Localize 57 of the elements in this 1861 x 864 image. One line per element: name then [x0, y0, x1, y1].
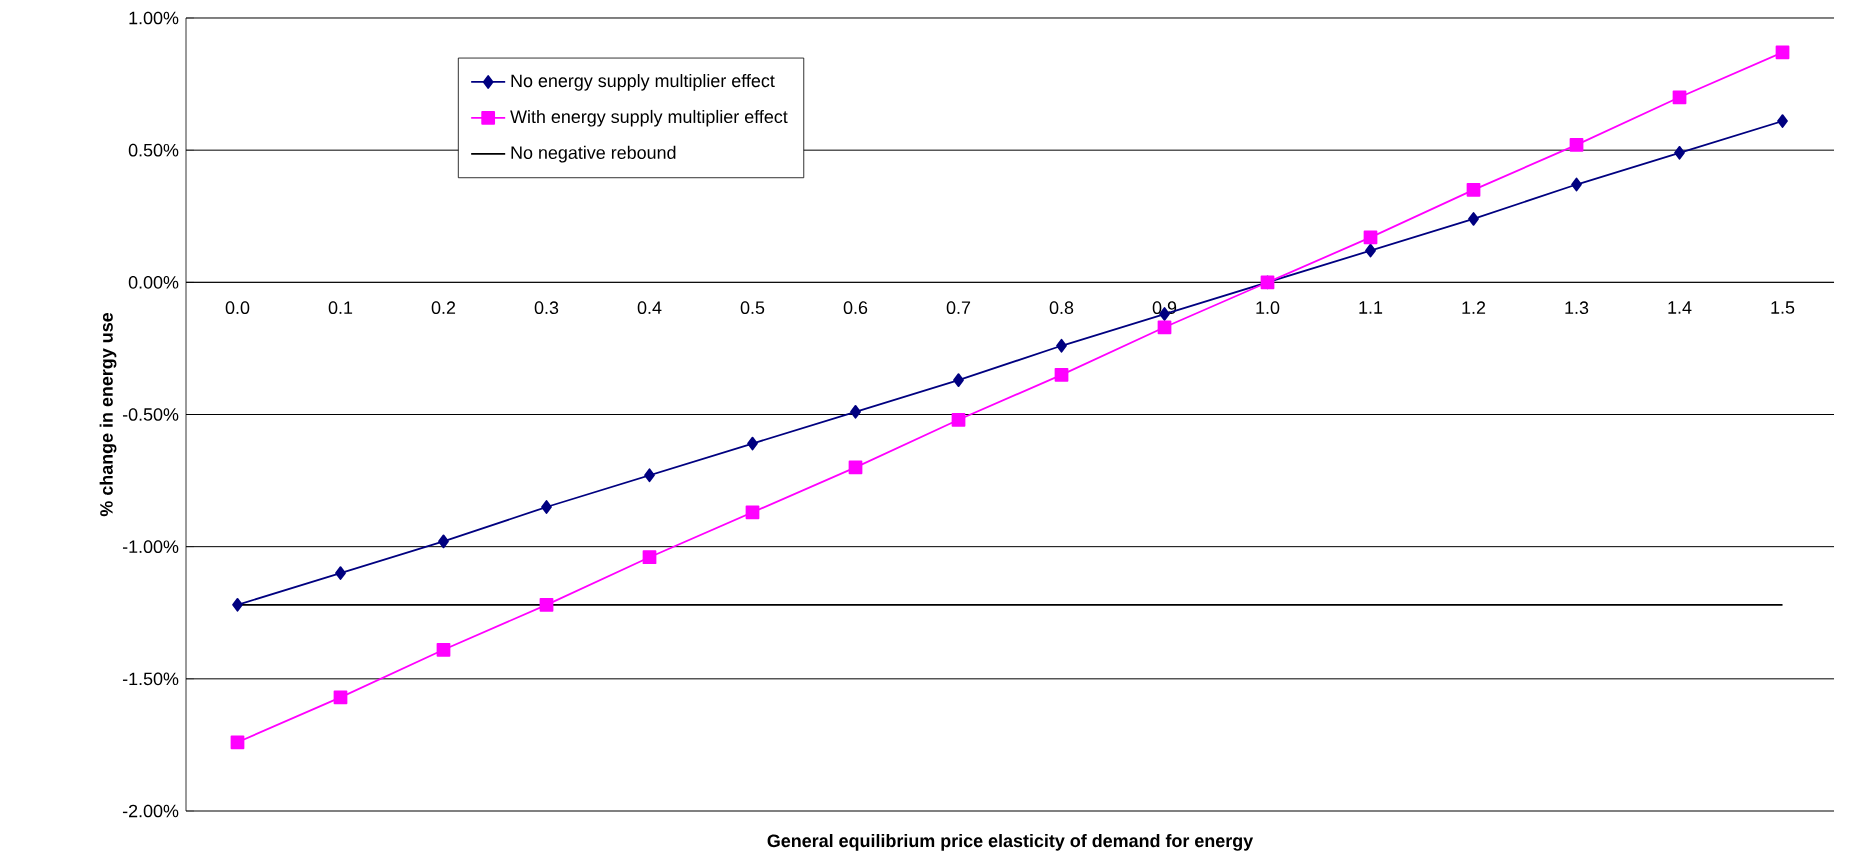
point — [1674, 145, 1685, 160]
x-tick-label: 0.2 — [431, 301, 456, 315]
y-axis-title: % change in energy use — [99, 312, 117, 517]
point — [335, 566, 346, 580]
point — [1672, 90, 1687, 105]
point — [1775, 45, 1790, 60]
x-tick-label: 1.2 — [1462, 301, 1486, 314]
point — [438, 534, 449, 549]
point — [541, 500, 552, 514]
legend-label: No energy supply multiplier effect — [511, 73, 775, 91]
point — [747, 436, 758, 451]
point — [953, 373, 964, 388]
y-tick-label: -1.50% — [122, 672, 179, 686]
point — [951, 412, 966, 427]
point — [539, 597, 554, 612]
point — [848, 460, 863, 475]
point — [1777, 114, 1788, 128]
x-tick-label: 1.0 — [1256, 301, 1280, 315]
y-tick-label: 1.00% — [129, 11, 179, 25]
x-tick-label: 0.1 — [328, 301, 353, 315]
point — [642, 550, 657, 565]
point — [1363, 230, 1378, 245]
y-tick-label: 0.00% — [128, 275, 179, 289]
point — [1365, 243, 1376, 258]
point — [1466, 182, 1481, 197]
x-tick-label: 0.6 — [843, 301, 868, 315]
y-tick-label: -1.00% — [122, 540, 179, 554]
x-tick-label: 0.5 — [740, 301, 765, 315]
x-tick-label: 0.0 — [225, 301, 250, 315]
legend-label: With energy supply multiplier effect — [510, 109, 788, 127]
point — [1054, 367, 1069, 382]
point — [644, 468, 655, 483]
x-tick-label: 1.3 — [1565, 301, 1589, 315]
point — [1157, 320, 1172, 335]
legend-label: No negative rebound — [511, 145, 676, 163]
x-tick-label: 0.3 — [534, 301, 559, 315]
x-axis-title: General equilibrium price elasticity of demand for energy — [767, 833, 1254, 851]
y-tick-label: -2.00% — [122, 804, 179, 818]
point — [1569, 138, 1584, 152]
point — [436, 642, 451, 657]
y-tick-label: 0.50% — [128, 143, 179, 157]
x-tick-label: 1.1 — [1359, 301, 1383, 314]
x-tick-label: 0.9 — [1152, 301, 1177, 315]
point — [1571, 177, 1582, 192]
point — [745, 505, 760, 520]
point — [333, 690, 348, 705]
point — [1056, 338, 1067, 353]
point — [1468, 212, 1479, 226]
x-tick-label: 0.8 — [1049, 301, 1074, 315]
x-tick-label: 1.4 — [1668, 301, 1692, 314]
point — [230, 735, 245, 750]
x-tick-label: 1.5 — [1771, 301, 1795, 314]
x-tick-label: 0.7 — [946, 301, 971, 315]
point — [232, 597, 243, 612]
x-tick-label: 0.4 — [637, 301, 662, 315]
point — [850, 404, 861, 419]
y-tick-label: -0.50% — [122, 408, 179, 421]
